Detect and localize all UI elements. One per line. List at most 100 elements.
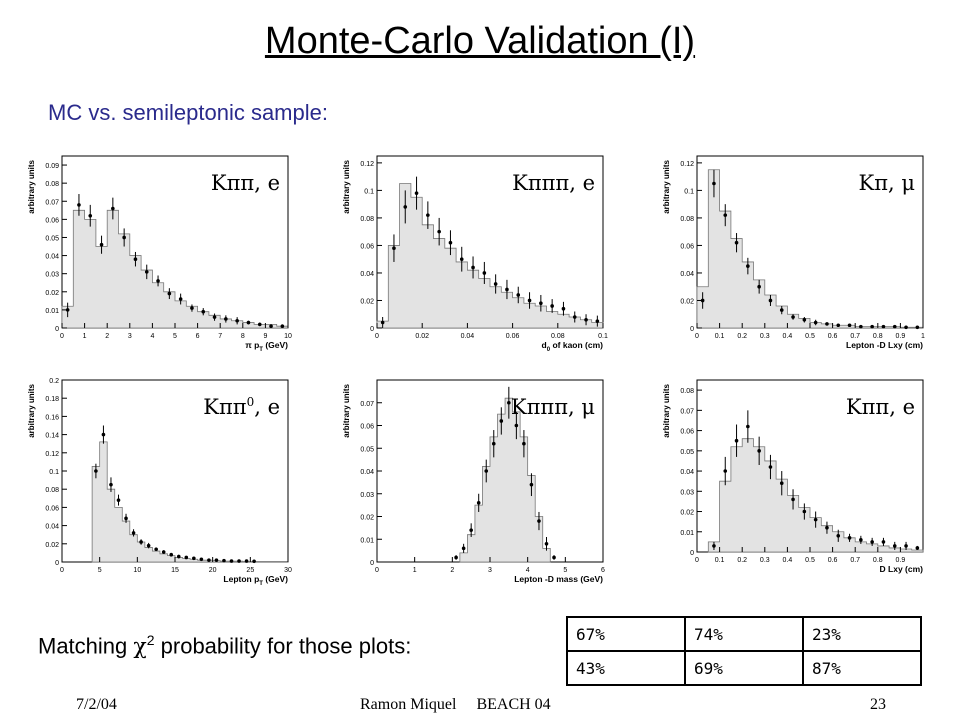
data-point: [813, 320, 818, 325]
y-tick-label: 0.01: [680, 530, 694, 537]
y-tick-label: 0.2: [49, 378, 59, 385]
table-row: 43% 69% 87%: [566, 650, 922, 686]
x-tick-label: 0.1: [715, 557, 725, 564]
x-axis-label: Lepton pT (GeV): [223, 574, 288, 587]
y-tick-label: 0.07: [680, 408, 694, 415]
y-tick-label: 0.1: [684, 188, 694, 195]
data-point: [122, 235, 126, 240]
data-point: [65, 308, 70, 312]
data-point: [109, 482, 113, 487]
data-point: [552, 555, 556, 560]
y-tick-label: 0.14: [45, 433, 59, 440]
data-point: [94, 469, 98, 473]
data-point: [779, 481, 784, 485]
y-axis-label: arbitrary units: [342, 159, 351, 213]
data-point: [836, 323, 841, 328]
data-point: [527, 298, 532, 303]
plot-kpipipi-mu-mass: 0 0.01 0.02 0.03 0.04 0.05 0.06 0.07 0 1 2 3 4 5 6 arbi…: [342, 379, 605, 584]
data-point: [779, 308, 784, 312]
slide-subtitle: MC vs. semileptonic sample:: [48, 100, 328, 125]
data-point: [712, 181, 716, 186]
x-tick-label: 3: [128, 333, 132, 340]
x-tick-label: 0: [375, 333, 379, 340]
data-point: [144, 270, 149, 274]
y-tick-label: 0: [690, 550, 694, 557]
x-tick-label: 0.1: [598, 333, 608, 340]
y-tick-label: 0: [55, 560, 59, 567]
data-point: [269, 324, 273, 328]
x-tick-label: 0.9: [896, 333, 906, 340]
data-point: [813, 517, 818, 522]
y-axis-label: arbitrary units: [342, 383, 351, 437]
y-tick-label: 0.09: [45, 163, 59, 170]
plot-kpipipi-e-d0: 0 0.02 0.04 0.06 0.08 0.1 0.12 0 0.02 0.04 0.06 0.0…: [342, 155, 608, 353]
x-tick-label: 5: [173, 333, 177, 340]
x-tick-label: 0.04: [461, 333, 475, 340]
y-tick-label: 0: [370, 326, 374, 333]
data-point: [892, 324, 897, 329]
x-tick-label: 25: [246, 567, 254, 574]
data-point: [178, 297, 183, 301]
y-tick-label: 0.02: [360, 515, 374, 522]
data-point: [214, 558, 219, 562]
data-point: [139, 540, 143, 544]
y-tick-label: 0.05: [360, 446, 374, 453]
decay-mode-label: Kππ0, e: [203, 395, 280, 419]
y-tick-label: 0.06: [680, 243, 694, 250]
x-tick-label: 0.4: [783, 557, 793, 564]
y-tick-label: 0.04: [45, 254, 59, 261]
data-point: [870, 540, 874, 544]
data-point: [505, 287, 509, 292]
data-point: [791, 315, 795, 319]
y-tick-label: 0.06: [360, 243, 374, 250]
data-point: [437, 229, 441, 234]
x-axis-label: Lepton -D mass (GeV): [514, 574, 603, 584]
data-point: [561, 306, 566, 311]
data-point: [491, 441, 496, 446]
data-point: [459, 257, 464, 261]
y-tick-label: 0.08: [45, 487, 59, 494]
x-tick-label: 0: [60, 333, 64, 340]
data-point: [224, 317, 228, 321]
x-tick-label: 2: [450, 567, 454, 574]
data-point: [584, 317, 588, 322]
data-point: [176, 554, 181, 559]
data-point: [723, 469, 728, 473]
data-point: [471, 265, 475, 270]
x-tick-label: 0.8: [873, 333, 883, 340]
x-tick-label: 5: [98, 567, 102, 574]
data-point: [111, 206, 115, 211]
data-point: [229, 559, 234, 563]
data-point: [116, 498, 121, 502]
footer-author-conference: Ramon Miquel BEACH 04: [360, 696, 551, 713]
x-tick-label: 0.1: [715, 333, 725, 340]
x-tick-label: 0.6: [828, 333, 838, 340]
table-row: 67% 74% 23%: [566, 616, 922, 652]
plot-kpi-mu-lxy: 0 0.02 0.04 0.06 0.08 0.1 0.12 0 0.1 0.2 0.3 0.4 0.5…: [662, 155, 925, 350]
y-tick-label: 0.04: [360, 271, 374, 278]
plot-kpipi-e-pt: 0 0.01 0.02 0.03 0.04 0.05 0.06 0.07 0.08 0.09 0 1 2…: [27, 155, 292, 353]
y-tick-label: 0.12: [680, 161, 694, 168]
y-tick-label: 0.02: [680, 510, 694, 517]
data-point: [847, 323, 852, 328]
x-tick-label: 0.5: [805, 333, 815, 340]
data-point: [154, 547, 158, 552]
y-tick-label: 0.05: [45, 235, 59, 242]
data-point: [469, 528, 473, 532]
y-axis-label: arbitrary units: [662, 383, 671, 437]
data-point: [700, 298, 705, 303]
data-point: [915, 546, 920, 550]
decay-mode-label: Kππ, e: [211, 171, 280, 195]
data-point: [915, 325, 920, 330]
data-point: [522, 441, 526, 446]
data-point: [146, 543, 151, 548]
table-cell: 23%: [802, 616, 922, 652]
x-tick-label: 0: [60, 567, 64, 574]
data-point: [199, 557, 204, 562]
y-tick-label: 0.06: [680, 429, 694, 436]
data-point: [768, 298, 773, 303]
data-point: [454, 555, 458, 560]
data-point: [461, 546, 466, 551]
x-tick-label: 0.5: [805, 557, 815, 564]
y-tick-label: 0.06: [45, 505, 59, 512]
